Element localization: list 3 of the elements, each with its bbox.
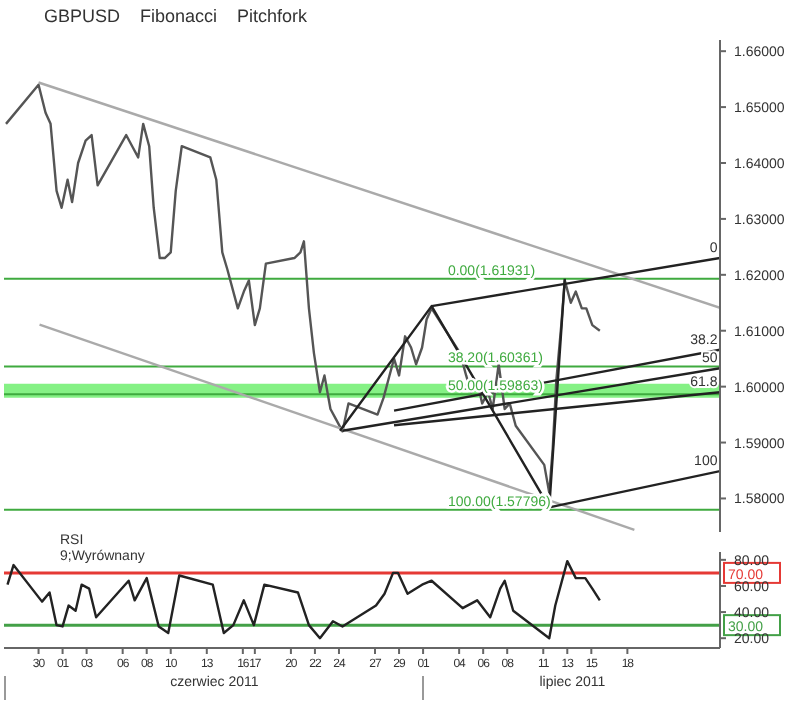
text: Pitchfork (237, 6, 308, 26)
chart-title: GBPUSD (44, 6, 121, 26)
text: Fibonacci (140, 6, 218, 26)
